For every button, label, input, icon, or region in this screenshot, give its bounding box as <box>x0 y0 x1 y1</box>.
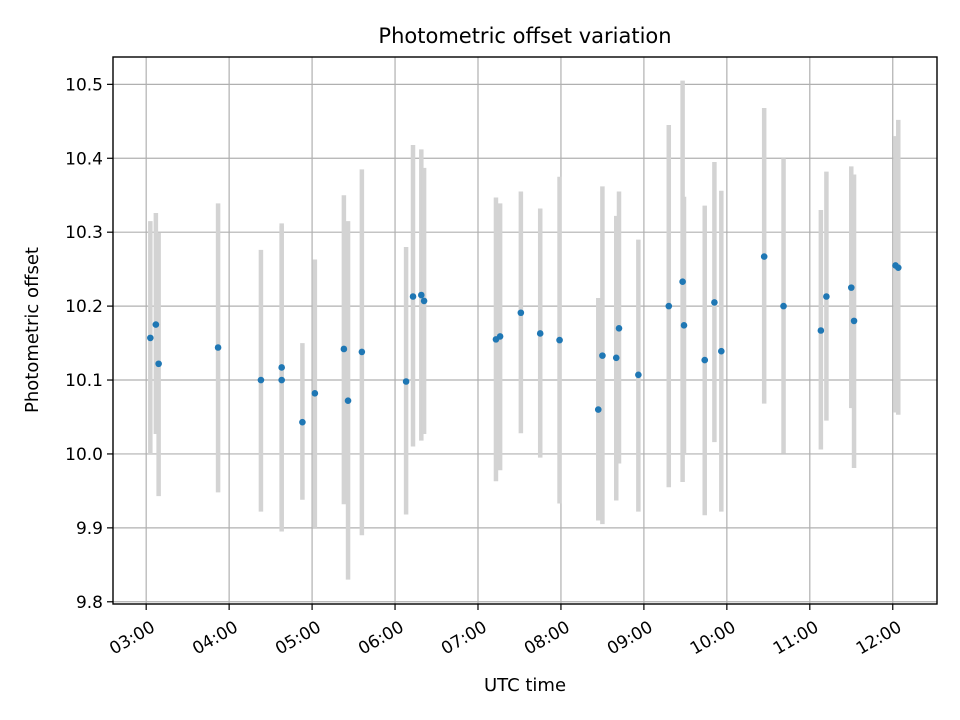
x-axis-title: UTC time <box>484 675 566 696</box>
data-point <box>409 293 417 300</box>
data-point <box>615 324 623 332</box>
data-point <box>418 291 425 299</box>
y-tick-label: 9.8 <box>76 593 103 613</box>
data-point <box>680 322 688 329</box>
data-point <box>340 345 348 353</box>
data-point <box>536 330 544 337</box>
data-point <box>780 302 787 310</box>
y-tick-label: 10.0 <box>65 445 103 465</box>
data-point <box>850 317 858 325</box>
data-points <box>147 253 902 426</box>
data-point <box>718 347 725 355</box>
data-point <box>594 406 602 413</box>
data-point <box>517 309 525 317</box>
data-point <box>155 360 162 368</box>
data-point <box>278 364 285 371</box>
data-point <box>214 344 222 351</box>
data-point <box>701 356 709 364</box>
data-point <box>344 397 352 405</box>
y-tick-label: 10.5 <box>65 75 103 95</box>
chart-title: Photometric offset variation <box>378 24 671 48</box>
data-point <box>420 297 428 305</box>
y-tick-label: 10.4 <box>65 149 103 169</box>
data-point <box>599 352 606 359</box>
y-tick-label: 9.9 <box>76 519 103 539</box>
data-point <box>152 321 160 328</box>
y-tick-label: 10.2 <box>65 297 103 317</box>
data-point <box>817 327 825 334</box>
y-tick-label: 10.3 <box>65 223 103 243</box>
data-point <box>311 390 319 397</box>
data-point <box>760 253 768 260</box>
data-point <box>612 354 620 362</box>
data-point <box>358 348 366 356</box>
data-point <box>711 299 718 306</box>
data-point <box>847 284 855 291</box>
data-point <box>402 378 410 385</box>
data-point <box>894 264 902 271</box>
data-point <box>496 333 504 340</box>
data-point <box>556 336 563 344</box>
data-point <box>278 376 285 384</box>
data-point <box>823 293 830 300</box>
data-point <box>257 376 265 384</box>
y-axis-title: Photometric offset <box>22 247 43 413</box>
data-point <box>665 302 673 310</box>
y-tick-label: 10.1 <box>65 371 103 391</box>
grid <box>113 57 937 604</box>
data-point <box>147 334 154 342</box>
data-point <box>635 371 642 379</box>
data-point <box>299 418 306 426</box>
plot-frame <box>112 56 938 605</box>
data-point <box>679 278 686 286</box>
